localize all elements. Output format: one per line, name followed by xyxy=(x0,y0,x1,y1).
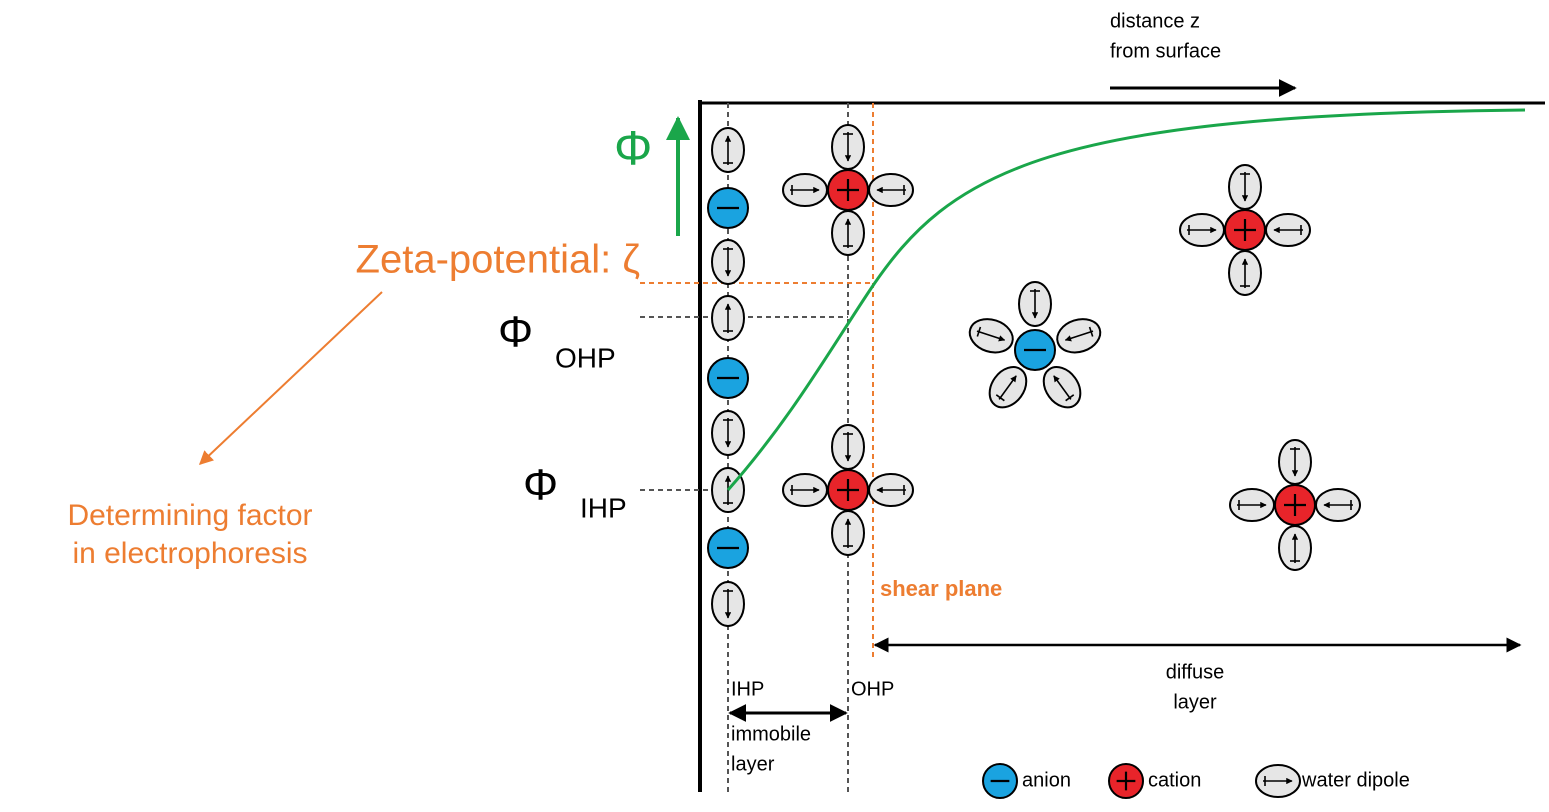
water-dipole xyxy=(1229,165,1261,209)
water-dipole xyxy=(783,174,827,206)
water-dipole xyxy=(1180,214,1224,246)
water-dipole xyxy=(712,582,744,626)
immobile-label: immobile xyxy=(731,723,811,745)
water-dipole xyxy=(712,128,744,172)
distance-label: distance z xyxy=(1110,10,1200,32)
distance-label: from surface xyxy=(1110,40,1221,62)
potential-symbol: Φ xyxy=(614,123,652,176)
water-dipole xyxy=(1229,251,1261,295)
water-dipole xyxy=(832,125,864,169)
water-dipole xyxy=(783,474,827,506)
potential-arrowhead xyxy=(666,116,690,140)
water-dipole xyxy=(1053,314,1105,358)
water-dipole xyxy=(712,296,744,340)
water-dipole xyxy=(832,211,864,255)
potential-subscript: OHP xyxy=(555,342,616,373)
zeta-note: Determining factor xyxy=(67,499,312,532)
legend-label: cation xyxy=(1148,769,1201,791)
water-dipole xyxy=(1256,765,1300,797)
shear-plane-label: shear plane xyxy=(880,576,1002,601)
immobile-label: layer xyxy=(731,753,775,775)
body: { "axis": {"distance_lines": ["distance … xyxy=(0,0,1549,812)
potential-symbol: Φ xyxy=(498,308,533,357)
water-dipole xyxy=(832,425,864,469)
potential-subscript: IHP xyxy=(580,492,627,523)
water-dipole xyxy=(869,174,913,206)
legend-label: anion xyxy=(1022,769,1071,791)
ihp-label: IHP xyxy=(731,678,764,700)
water-dipole xyxy=(1019,282,1051,326)
water-dipole xyxy=(712,411,744,455)
water-dipole xyxy=(965,314,1017,358)
water-dipole xyxy=(1266,214,1310,246)
water-dipole xyxy=(1316,489,1360,521)
legend-label: water dipole xyxy=(1301,769,1410,791)
diffuse-label: diffuse xyxy=(1166,661,1225,683)
zeta-label: Zeta-potential: ζ xyxy=(356,238,640,282)
water-dipole xyxy=(832,511,864,555)
diagram: distance z from surface Φ Zeta-potential… xyxy=(0,0,1549,812)
zeta-note: in electrophoresis xyxy=(72,537,307,570)
water-dipole xyxy=(1279,440,1311,484)
water-dipole xyxy=(712,240,744,284)
ohp-label: OHP xyxy=(851,678,894,700)
water-dipole xyxy=(1230,489,1274,521)
water-dipole xyxy=(1279,526,1311,570)
water-dipole xyxy=(869,474,913,506)
zeta-pointer xyxy=(200,292,382,464)
potential-symbol: Φ xyxy=(523,461,558,510)
page: Electric double layer html, body { margi… xyxy=(0,0,1549,812)
diffuse-label: layer xyxy=(1173,691,1217,713)
